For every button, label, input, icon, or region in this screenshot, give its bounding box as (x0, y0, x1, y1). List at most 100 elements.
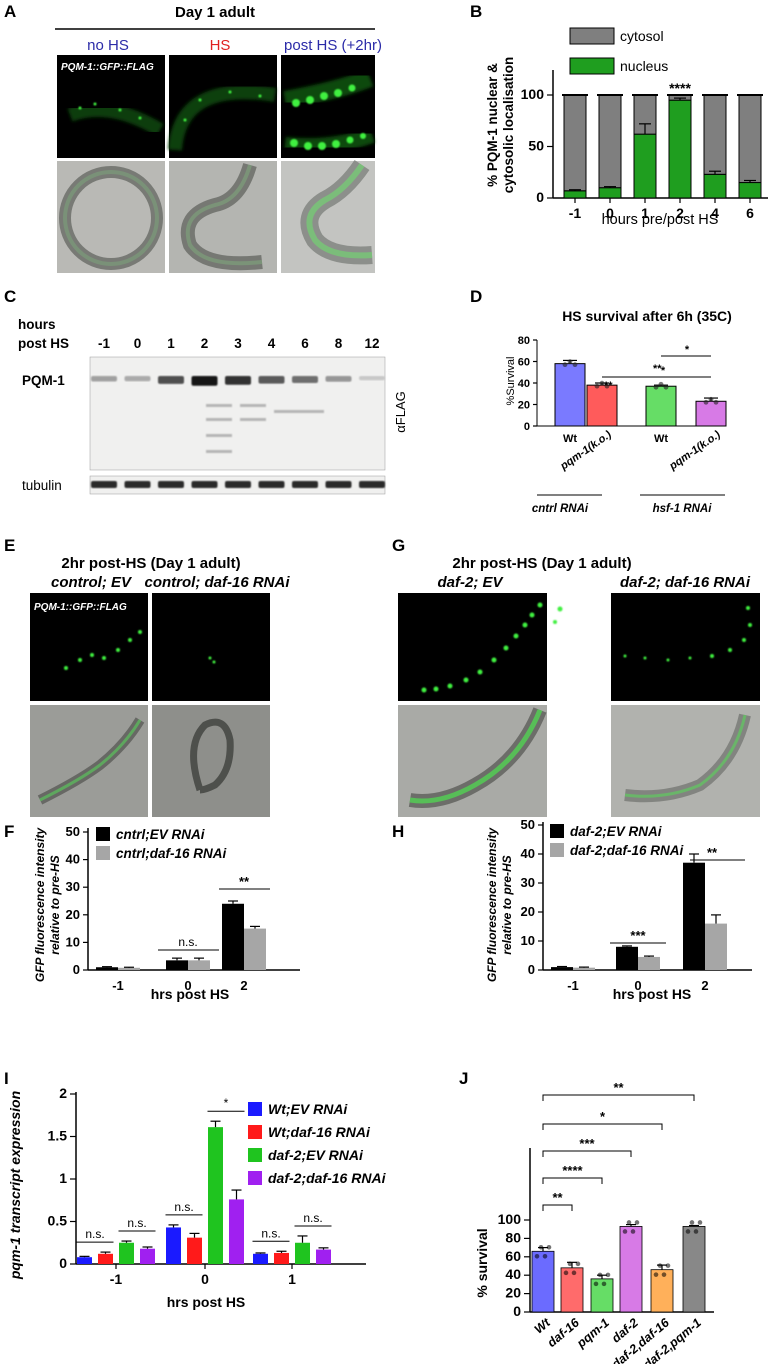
micrograph-control-daf16-gfp (152, 593, 270, 701)
chart-d-point (594, 383, 600, 389)
chart-b-bar-nucleus (738, 182, 762, 199)
chart-h-annot-1: *** (630, 928, 646, 943)
chart-j-xlabel: pqm-1 (573, 1316, 612, 1352)
chart-f-ytick-label: 40 (66, 852, 80, 867)
chart-i-annotation: n.s. (127, 1216, 146, 1230)
chart-j-point (575, 1261, 581, 1267)
panel-a: A Day 1 adult no HS HS post HS (+2hr) PQ… (4, 2, 382, 273)
panel-label-f: F (4, 822, 14, 841)
chart-j-annotation: **** (562, 1163, 583, 1178)
chart-i-legend-swatch (248, 1102, 262, 1116)
chart-i-bar (253, 1253, 268, 1264)
chart-b-xlabel: hours pre/post HS (602, 212, 719, 228)
chart-h-bar (683, 862, 705, 970)
chart-h-ytick-label: 10 (521, 933, 535, 948)
chart-i-annotation: n.s. (174, 1200, 193, 1214)
chart-d-point (663, 384, 669, 390)
chart-j-point (534, 1253, 540, 1259)
panel-g-condition-2: daf-2; daf-16 RNAi (620, 574, 751, 591)
chart-i-bar (98, 1253, 113, 1264)
blot-loading-label: tubulin (22, 478, 62, 493)
chart-d-point (653, 384, 659, 390)
chart-h-ytick-label: 30 (521, 875, 535, 890)
panel-a-strain-label: PQM-1::GFP::FLAG (61, 62, 154, 73)
chart-i-legend-swatch (248, 1171, 262, 1185)
blot-lane-label: 2 (201, 336, 209, 351)
chart-b-xtick-label: -1 (569, 205, 582, 221)
chart-h-bar (616, 946, 638, 970)
chart-h-ytick-label: 40 (521, 846, 535, 861)
panel-d: D HS survival after 6h (35C) %Survival 0… (470, 287, 732, 515)
chart-f-legend-swatch-2 (96, 846, 110, 860)
chart-j-point (626, 1220, 632, 1225)
chart-d-point (599, 380, 605, 386)
chart-j-ytick-label: 40 (505, 1266, 521, 1282)
blot-lane-label: 8 (335, 336, 343, 351)
blot-antibody-label: αFLAG (393, 391, 408, 432)
micrograph-daf2-daf16-gfp (611, 593, 760, 701)
chart-i-annotation: * (224, 1096, 229, 1110)
panel-h: H GFP fluorescence intensity relative to… (392, 817, 752, 1002)
chart-j-sig-bracket (542, 1204, 573, 1211)
chart-j-sig-bracket (542, 1123, 663, 1130)
chart-j-point (634, 1220, 640, 1225)
chart-j-point (665, 1263, 671, 1268)
chart-b-legend-cytosol: cytosol (620, 28, 664, 44)
panel-c: C hours post HS -1 0 1 2 3 4 6 8 12 PQM-1 αFLAG … (4, 287, 408, 495)
chart-f-ytick-label: 30 (66, 879, 80, 894)
blot-pqm1-band (258, 376, 285, 384)
chart-h-xlabel: hrs post HS (613, 986, 692, 1002)
chart-d-ytick-label: 80 (518, 335, 530, 347)
chart-j-point (661, 1272, 667, 1277)
chart-b-bar-nucleus (563, 190, 587, 199)
panel-i: I pqm-1 transcript expression 0 0.5 1 1.5 2 -… (4, 1069, 387, 1310)
chart-i-ytick-label: 1 (59, 1170, 67, 1186)
chart-f-ylabel-line1: GFP fluorescence intensity (33, 827, 47, 983)
chart-j-bar (560, 1267, 584, 1313)
chart-i-ytick-label: 0 (59, 1255, 67, 1271)
chart-i-bar (119, 1242, 134, 1264)
chart-d-bar (554, 363, 586, 427)
chart-d-point (658, 381, 664, 387)
chart-d-point (604, 383, 610, 389)
chart-i-xtick-label: 0 (201, 1271, 209, 1287)
chart-d-point (572, 362, 578, 368)
chart-j-ylabel: % survival (474, 1228, 490, 1297)
panel-a-header: Day 1 adult (175, 4, 255, 21)
chart-i-legend-label: daf-2;EV RNAi (268, 1147, 364, 1163)
blot-lane-header-1: hours (18, 317, 56, 332)
panel-label-e: E (4, 536, 15, 555)
chart-h-ylabel-line1: GFP fluorescence intensity (485, 827, 499, 983)
blot-tubulin-band (124, 481, 151, 488)
chart-b-xtick-label: 1 (641, 205, 649, 221)
chart-d-group-1: cntrl RNAi (532, 503, 589, 515)
chart-i-legend-swatch (248, 1148, 262, 1162)
chart-h-ytick-label: 20 (521, 904, 535, 919)
chart-d-bar (695, 400, 727, 427)
chart-j-point (697, 1220, 703, 1225)
blot-tubulin-band (359, 481, 385, 488)
chart-d-xlabel: pqm-1(k.o.) (666, 428, 723, 473)
chart-d-group-2: hsf-1 RNAi (653, 503, 713, 515)
chart-j-ytick-label: 0 (513, 1303, 521, 1319)
chart-j-ytick-label: 100 (498, 1211, 522, 1227)
chart-f-bar (244, 928, 266, 970)
panel-g: G 2hr post-HS (Day 1 adult) daf-2; EV da… (392, 536, 760, 817)
chart-d-point (567, 359, 573, 365)
chart-i-ylabel: pqm-1 transcript expression (7, 1091, 23, 1280)
chart-f-bar (96, 967, 118, 970)
panel-label-h: H (392, 822, 404, 841)
micrograph-daf2-ev-gfp (398, 593, 547, 701)
chart-h-bar (573, 967, 595, 970)
blot-lane-header-2: post HS (18, 336, 69, 351)
panel-a-condition-nohs: no HS (87, 37, 129, 54)
blot-tubulin-band (325, 481, 352, 488)
chart-b-legend-nucleus: nucleus (620, 58, 668, 74)
chart-f-legend-1: cntrl;EV RNAi (116, 827, 205, 842)
chart-j-point (601, 1281, 607, 1287)
chart-j-point (630, 1229, 636, 1234)
chart-d-point (708, 396, 714, 402)
panel-b: B % PQM-1 nuclear & cytosolic localisati… (470, 2, 768, 228)
chart-i-bar (77, 1257, 92, 1264)
blot-tubulin-band (225, 481, 251, 488)
